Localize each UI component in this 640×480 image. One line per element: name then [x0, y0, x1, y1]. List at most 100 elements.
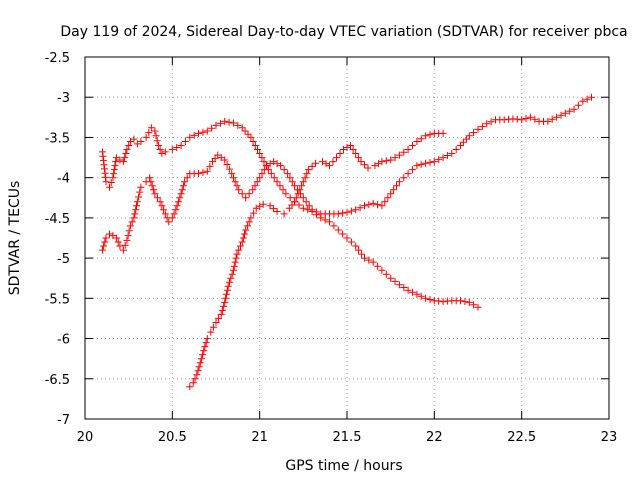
data-point — [478, 123, 486, 131]
data-point — [260, 158, 268, 166]
data-point — [186, 383, 194, 391]
data-point — [231, 178, 239, 186]
data-point — [273, 208, 281, 215]
data-point — [173, 144, 181, 151]
data-point — [208, 124, 216, 132]
data-point — [330, 222, 338, 230]
data-point — [334, 226, 342, 234]
data-point — [241, 230, 248, 238]
data-point — [334, 210, 342, 218]
data-point — [125, 142, 133, 149]
data-point — [326, 218, 333, 226]
data-point — [242, 194, 250, 202]
data-point — [553, 113, 561, 121]
grid — [85, 57, 609, 419]
data-point — [137, 183, 145, 191]
data-point — [165, 218, 173, 226]
data-point — [133, 202, 140, 210]
data-point — [452, 146, 460, 153]
data-point — [256, 150, 264, 157]
data-point — [352, 150, 360, 157]
data-point — [557, 111, 565, 119]
data-point — [220, 302, 228, 310]
data-point — [417, 292, 425, 300]
data-point — [151, 127, 159, 135]
data-point — [417, 135, 425, 143]
data-point — [404, 170, 412, 178]
data-point — [254, 146, 261, 153]
data-point — [531, 115, 539, 123]
data-point — [212, 319, 220, 326]
data-point — [426, 296, 434, 303]
data-point — [277, 162, 285, 170]
data-point — [156, 198, 164, 206]
data-point — [548, 115, 556, 123]
data-point — [234, 121, 242, 129]
data-point — [321, 216, 329, 224]
data-point — [238, 124, 246, 132]
data-point — [487, 118, 495, 126]
data-point — [298, 182, 306, 190]
data-point — [286, 174, 294, 182]
data-point — [409, 166, 416, 174]
data-point — [295, 201, 303, 209]
data-point — [333, 154, 340, 162]
data-point — [400, 284, 408, 291]
data-point — [147, 124, 155, 132]
data-point — [119, 246, 127, 254]
data-point — [280, 210, 288, 218]
data-point — [413, 290, 421, 298]
data-point — [107, 179, 115, 186]
data-point — [137, 138, 145, 145]
data-point — [391, 277, 399, 285]
data-point — [361, 254, 368, 262]
data-point — [116, 242, 124, 250]
data-point — [106, 183, 113, 191]
data-point — [378, 202, 386, 210]
data-point — [422, 132, 430, 140]
data-point — [258, 154, 266, 162]
data-point — [349, 146, 357, 153]
data-point — [228, 170, 236, 178]
y-tick-label: -7 — [57, 413, 70, 428]
data-point — [395, 281, 403, 289]
x-tick-label: 21.5 — [333, 430, 362, 445]
data-point — [209, 323, 217, 331]
data-point — [146, 174, 154, 182]
data-point — [430, 158, 438, 166]
data-point — [259, 200, 267, 208]
data-point — [247, 214, 255, 222]
data-point — [221, 117, 229, 125]
data-point — [339, 230, 347, 238]
data-point — [347, 207, 355, 215]
data-point — [461, 298, 469, 306]
data-point — [228, 270, 236, 278]
data-point — [358, 250, 366, 258]
data-point — [173, 202, 181, 210]
x-axis-label: GPS time / hours — [285, 458, 402, 474]
data-point — [158, 150, 166, 157]
data-point — [174, 198, 182, 206]
data-point — [284, 170, 292, 178]
data-point — [288, 178, 296, 186]
data-point — [191, 375, 199, 383]
data-point — [522, 115, 530, 122]
x-tick-label: 23 — [601, 430, 618, 445]
data-point — [301, 174, 309, 182]
x-tick-label: 22.5 — [507, 430, 536, 445]
data-point — [233, 182, 241, 190]
data-point — [365, 201, 373, 209]
data-point — [241, 127, 249, 135]
data-point — [435, 156, 443, 164]
data-point — [221, 298, 229, 306]
data-point — [474, 125, 482, 133]
data-point — [114, 238, 122, 246]
data-point — [207, 328, 215, 336]
data-point — [245, 218, 253, 226]
x-tick-label: 21 — [251, 430, 268, 445]
data-point — [574, 101, 582, 109]
data-point — [190, 131, 198, 139]
data-point — [135, 193, 143, 201]
data-point — [156, 146, 164, 153]
data-point — [194, 367, 202, 375]
